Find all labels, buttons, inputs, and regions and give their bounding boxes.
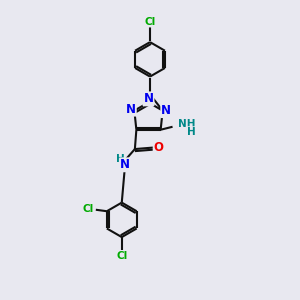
Text: Cl: Cl	[116, 251, 128, 261]
Text: N: N	[161, 104, 171, 117]
Text: NH: NH	[178, 119, 196, 129]
Text: N: N	[143, 92, 154, 105]
Text: O: O	[154, 141, 164, 154]
Text: N: N	[126, 103, 136, 116]
Text: N: N	[120, 158, 130, 171]
Text: H: H	[187, 127, 195, 137]
Text: Cl: Cl	[144, 16, 156, 27]
Text: H: H	[116, 154, 124, 164]
Text: Cl: Cl	[83, 204, 94, 214]
